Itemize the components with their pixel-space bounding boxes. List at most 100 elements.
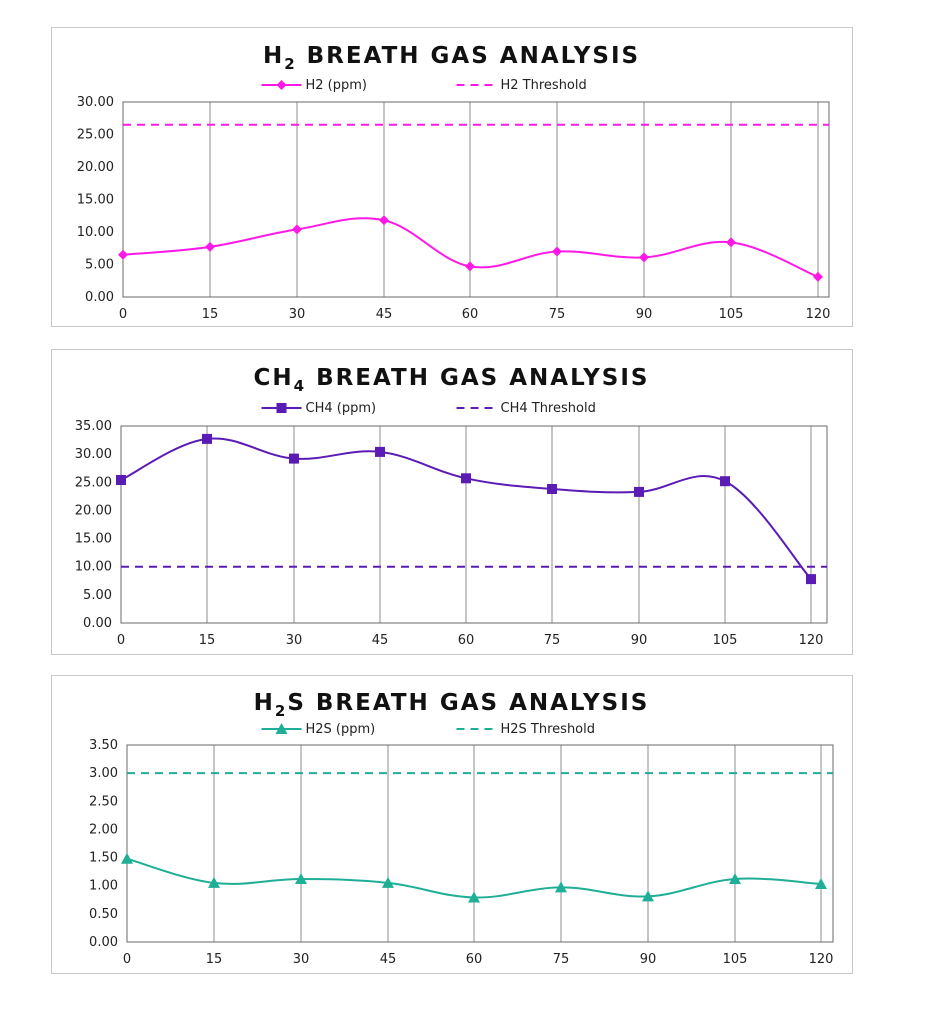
data-point	[461, 473, 471, 484]
y-tick-label: 1.50	[89, 851, 118, 866]
x-tick-label: 60	[466, 952, 483, 967]
legend-label-series: H2 (ppm)	[306, 78, 368, 93]
y-tick-label: 0.00	[85, 290, 114, 305]
y-tick-label: 3.50	[89, 738, 118, 753]
legend-marker	[276, 403, 287, 413]
y-tick-label: 2.50	[89, 794, 118, 809]
chart-1: H2 BREATH GAS ANALYSIS 0.00 5.00 10.00 15.00…	[51, 27, 853, 327]
y-tick-label: 5.00	[83, 588, 112, 603]
data-point	[547, 484, 557, 494]
x-tick-label: 105	[723, 952, 748, 967]
x-tick-label: 45	[372, 633, 389, 648]
data-point	[639, 252, 649, 263]
x-tick-label: 90	[640, 952, 657, 967]
x-tick-label: 90	[631, 633, 648, 648]
x-tick-label: 60	[462, 307, 479, 322]
x-tick-label: 0	[123, 952, 131, 967]
y-tick-label: 35.00	[75, 419, 112, 434]
y-tick-label: 15.00	[77, 193, 114, 208]
legend-label-threshold: CH4 Threshold	[501, 401, 596, 416]
legend-label-threshold: H2 Threshold	[501, 78, 587, 93]
data-point	[729, 873, 741, 884]
data-point	[815, 878, 827, 889]
data-point	[118, 249, 128, 260]
y-tick-label: 20.00	[75, 503, 112, 518]
data-point	[379, 215, 389, 226]
y-tick-label: 0.50	[89, 907, 118, 922]
data-point	[634, 486, 644, 497]
data-point	[116, 475, 126, 485]
y-tick-label: 3.00	[89, 766, 118, 781]
data-point	[121, 852, 133, 864]
x-tick-label: 0	[119, 307, 127, 322]
data-point	[642, 890, 654, 902]
y-tick-label: 1.00	[89, 879, 118, 894]
data-point	[813, 271, 823, 282]
y-tick-label: 25.00	[75, 475, 112, 490]
x-tick-label: 60	[458, 633, 475, 648]
x-tick-label: 15	[202, 307, 219, 322]
y-tick-label: 30.00	[77, 95, 114, 110]
chart-3: H2S BREATH GAS ANALYSIS 0.00 0.50 1.00 1.50 2…	[51, 675, 853, 974]
x-tick-label: 15	[199, 633, 216, 648]
data-point	[208, 876, 220, 888]
y-tick-label: 15.00	[75, 532, 112, 547]
x-tick-label: 75	[553, 952, 570, 967]
data-point	[202, 433, 212, 444]
chart-frame	[51, 27, 853, 327]
x-tick-label: 45	[376, 307, 393, 322]
data-point	[806, 574, 816, 585]
data-point	[720, 476, 730, 487]
chart-title: H2S BREATH GAS ANALYSIS	[254, 690, 650, 720]
legend-marker	[276, 80, 287, 90]
x-tick-label: 45	[380, 952, 397, 967]
data-point	[382, 876, 394, 888]
x-tick-label: 105	[719, 307, 744, 322]
y-tick-label: 20.00	[77, 160, 114, 175]
data-point	[292, 224, 302, 235]
legend-label-series: H2S (ppm)	[306, 722, 376, 737]
chart-title: CH4 BREATH GAS ANALYSIS	[253, 365, 649, 395]
y-tick-label: 0.00	[89, 935, 118, 950]
chart-frame	[51, 349, 853, 655]
x-tick-label: 120	[809, 952, 834, 967]
x-tick-label: 90	[636, 307, 653, 322]
plot-area	[120, 425, 828, 624]
data-point	[468, 891, 480, 903]
data-point	[555, 881, 567, 893]
data-point	[465, 261, 475, 272]
legend-label-threshold: H2S Threshold	[501, 722, 596, 737]
chart-2: CH4 BREATH GAS ANALYSIS 0.00 5.00 10.00 15.0…	[51, 349, 853, 655]
x-tick-label: 105	[713, 633, 738, 648]
y-tick-label: 2.00	[89, 822, 118, 837]
x-tick-label: 120	[806, 307, 831, 322]
legend-label-series: CH4 (ppm)	[306, 401, 377, 416]
y-tick-label: 10.00	[77, 225, 114, 240]
x-tick-label: 15	[206, 952, 223, 967]
y-tick-label: 0.00	[83, 616, 112, 631]
x-tick-label: 30	[286, 633, 303, 648]
y-tick-label: 10.00	[75, 560, 112, 575]
data-point	[375, 446, 385, 457]
data-point	[295, 873, 307, 884]
legend-marker	[275, 723, 288, 734]
chart-frame	[51, 675, 853, 974]
y-tick-label: 25.00	[77, 128, 114, 143]
y-tick-label: 5.00	[85, 258, 114, 273]
x-tick-label: 75	[549, 307, 566, 322]
data-point	[552, 246, 562, 257]
plot-area	[122, 101, 830, 298]
chart-title: H2 BREATH GAS ANALYSIS	[263, 43, 640, 73]
x-tick-label: 30	[293, 952, 310, 967]
data-point	[289, 453, 299, 464]
data-point	[726, 237, 736, 248]
x-tick-label: 0	[117, 633, 125, 648]
x-tick-label: 75	[544, 633, 561, 648]
x-tick-label: 120	[799, 633, 824, 648]
x-tick-label: 30	[289, 307, 306, 322]
data-point	[205, 241, 215, 252]
plot-area	[126, 744, 834, 943]
y-tick-label: 30.00	[75, 447, 112, 462]
